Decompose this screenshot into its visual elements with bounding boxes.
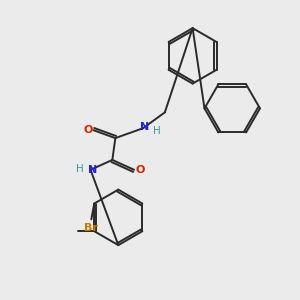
- Text: N: N: [140, 122, 150, 132]
- Text: O: O: [84, 125, 93, 135]
- Text: O: O: [135, 165, 145, 175]
- Text: H: H: [153, 126, 161, 136]
- Text: N: N: [88, 165, 97, 175]
- Text: Br: Br: [84, 223, 98, 233]
- Text: H: H: [76, 164, 83, 174]
